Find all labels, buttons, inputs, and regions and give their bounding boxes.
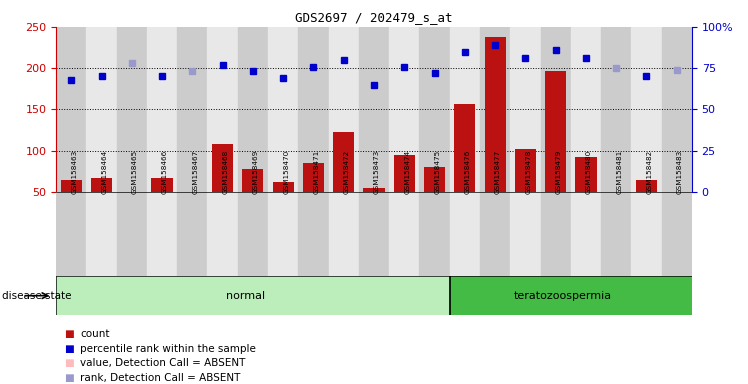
- Text: normal: normal: [226, 291, 265, 301]
- Text: teratozoospermia: teratozoospermia: [514, 291, 613, 301]
- Text: GSM158469: GSM158469: [253, 149, 259, 194]
- Text: GSM158474: GSM158474: [404, 149, 410, 194]
- Text: GSM158482: GSM158482: [646, 149, 652, 194]
- Bar: [147, 27, 177, 192]
- Bar: [268, 192, 298, 276]
- Bar: [662, 192, 692, 276]
- Bar: [541, 27, 571, 192]
- Bar: [242, 169, 263, 192]
- Bar: [480, 27, 510, 192]
- Bar: [571, 27, 601, 192]
- Text: GSM158479: GSM158479: [556, 149, 562, 194]
- Text: GSM158463: GSM158463: [71, 149, 77, 194]
- Bar: [485, 37, 506, 192]
- Text: rank, Detection Call = ABSENT: rank, Detection Call = ABSENT: [80, 373, 240, 383]
- Text: GSM158473: GSM158473: [374, 149, 380, 194]
- Text: GSM158475: GSM158475: [435, 149, 441, 194]
- Text: ■: ■: [64, 373, 73, 383]
- Bar: [575, 157, 596, 192]
- Bar: [91, 178, 112, 192]
- Text: GSM158478: GSM158478: [525, 149, 531, 194]
- Text: GSM158480: GSM158480: [586, 149, 592, 194]
- Bar: [177, 192, 207, 276]
- Bar: [601, 192, 631, 276]
- Bar: [631, 27, 662, 192]
- Text: value, Detection Call = ABSENT: value, Detection Call = ABSENT: [80, 358, 245, 368]
- Bar: [328, 192, 359, 276]
- Text: GSM158466: GSM158466: [162, 149, 168, 194]
- Text: GSM158481: GSM158481: [616, 149, 622, 194]
- Text: GSM158464: GSM158464: [102, 149, 108, 194]
- Bar: [56, 192, 86, 276]
- Bar: [393, 155, 415, 192]
- Text: GDS2697 / 202479_s_at: GDS2697 / 202479_s_at: [295, 12, 453, 25]
- Bar: [268, 27, 298, 192]
- Bar: [510, 192, 541, 276]
- Bar: [389, 27, 420, 192]
- Bar: [571, 192, 601, 276]
- Bar: [601, 27, 631, 192]
- Text: GSM158483: GSM158483: [677, 149, 683, 194]
- Bar: [631, 192, 662, 276]
- Bar: [333, 132, 355, 192]
- Text: GSM158471: GSM158471: [313, 149, 319, 194]
- Bar: [510, 27, 541, 192]
- Bar: [636, 180, 657, 192]
- Text: ■: ■: [64, 329, 73, 339]
- Bar: [303, 163, 324, 192]
- Bar: [117, 192, 147, 276]
- Bar: [177, 27, 207, 192]
- Text: GSM158467: GSM158467: [192, 149, 198, 194]
- Bar: [238, 27, 268, 192]
- Text: count: count: [80, 329, 109, 339]
- Bar: [662, 27, 692, 192]
- Text: ■: ■: [64, 344, 73, 354]
- Text: GSM158477: GSM158477: [495, 149, 501, 194]
- Bar: [480, 192, 510, 276]
- Bar: [545, 71, 566, 192]
- Text: GSM158476: GSM158476: [465, 149, 470, 194]
- Text: disease state: disease state: [2, 291, 72, 301]
- Bar: [328, 27, 359, 192]
- Bar: [541, 192, 571, 276]
- Text: GSM158468: GSM158468: [223, 149, 229, 194]
- Text: GSM158472: GSM158472: [344, 149, 350, 194]
- Bar: [207, 192, 238, 276]
- Bar: [117, 27, 147, 192]
- Bar: [424, 167, 445, 192]
- Text: percentile rank within the sample: percentile rank within the sample: [80, 344, 256, 354]
- Bar: [420, 192, 450, 276]
- Bar: [450, 192, 480, 276]
- Bar: [450, 27, 480, 192]
- Text: ■: ■: [64, 358, 73, 368]
- Bar: [207, 27, 238, 192]
- Bar: [86, 27, 117, 192]
- Bar: [147, 192, 177, 276]
- Bar: [450, 276, 692, 315]
- Bar: [420, 27, 450, 192]
- Bar: [212, 144, 233, 192]
- Bar: [56, 276, 450, 315]
- Text: GSM158465: GSM158465: [132, 149, 138, 194]
- Bar: [298, 192, 328, 276]
- Bar: [86, 192, 117, 276]
- Bar: [56, 27, 86, 192]
- Bar: [454, 104, 476, 192]
- Bar: [359, 27, 389, 192]
- Bar: [389, 192, 420, 276]
- Bar: [298, 27, 328, 192]
- Bar: [238, 192, 268, 276]
- Bar: [272, 182, 294, 192]
- Bar: [151, 178, 173, 192]
- Bar: [359, 192, 389, 276]
- Bar: [364, 188, 384, 192]
- Text: GSM158470: GSM158470: [283, 149, 289, 194]
- Bar: [515, 149, 536, 192]
- Bar: [61, 180, 82, 192]
